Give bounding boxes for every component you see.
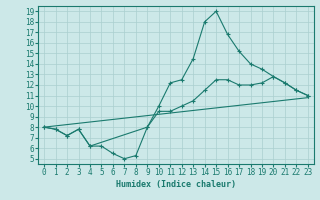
X-axis label: Humidex (Indice chaleur): Humidex (Indice chaleur) <box>116 180 236 189</box>
